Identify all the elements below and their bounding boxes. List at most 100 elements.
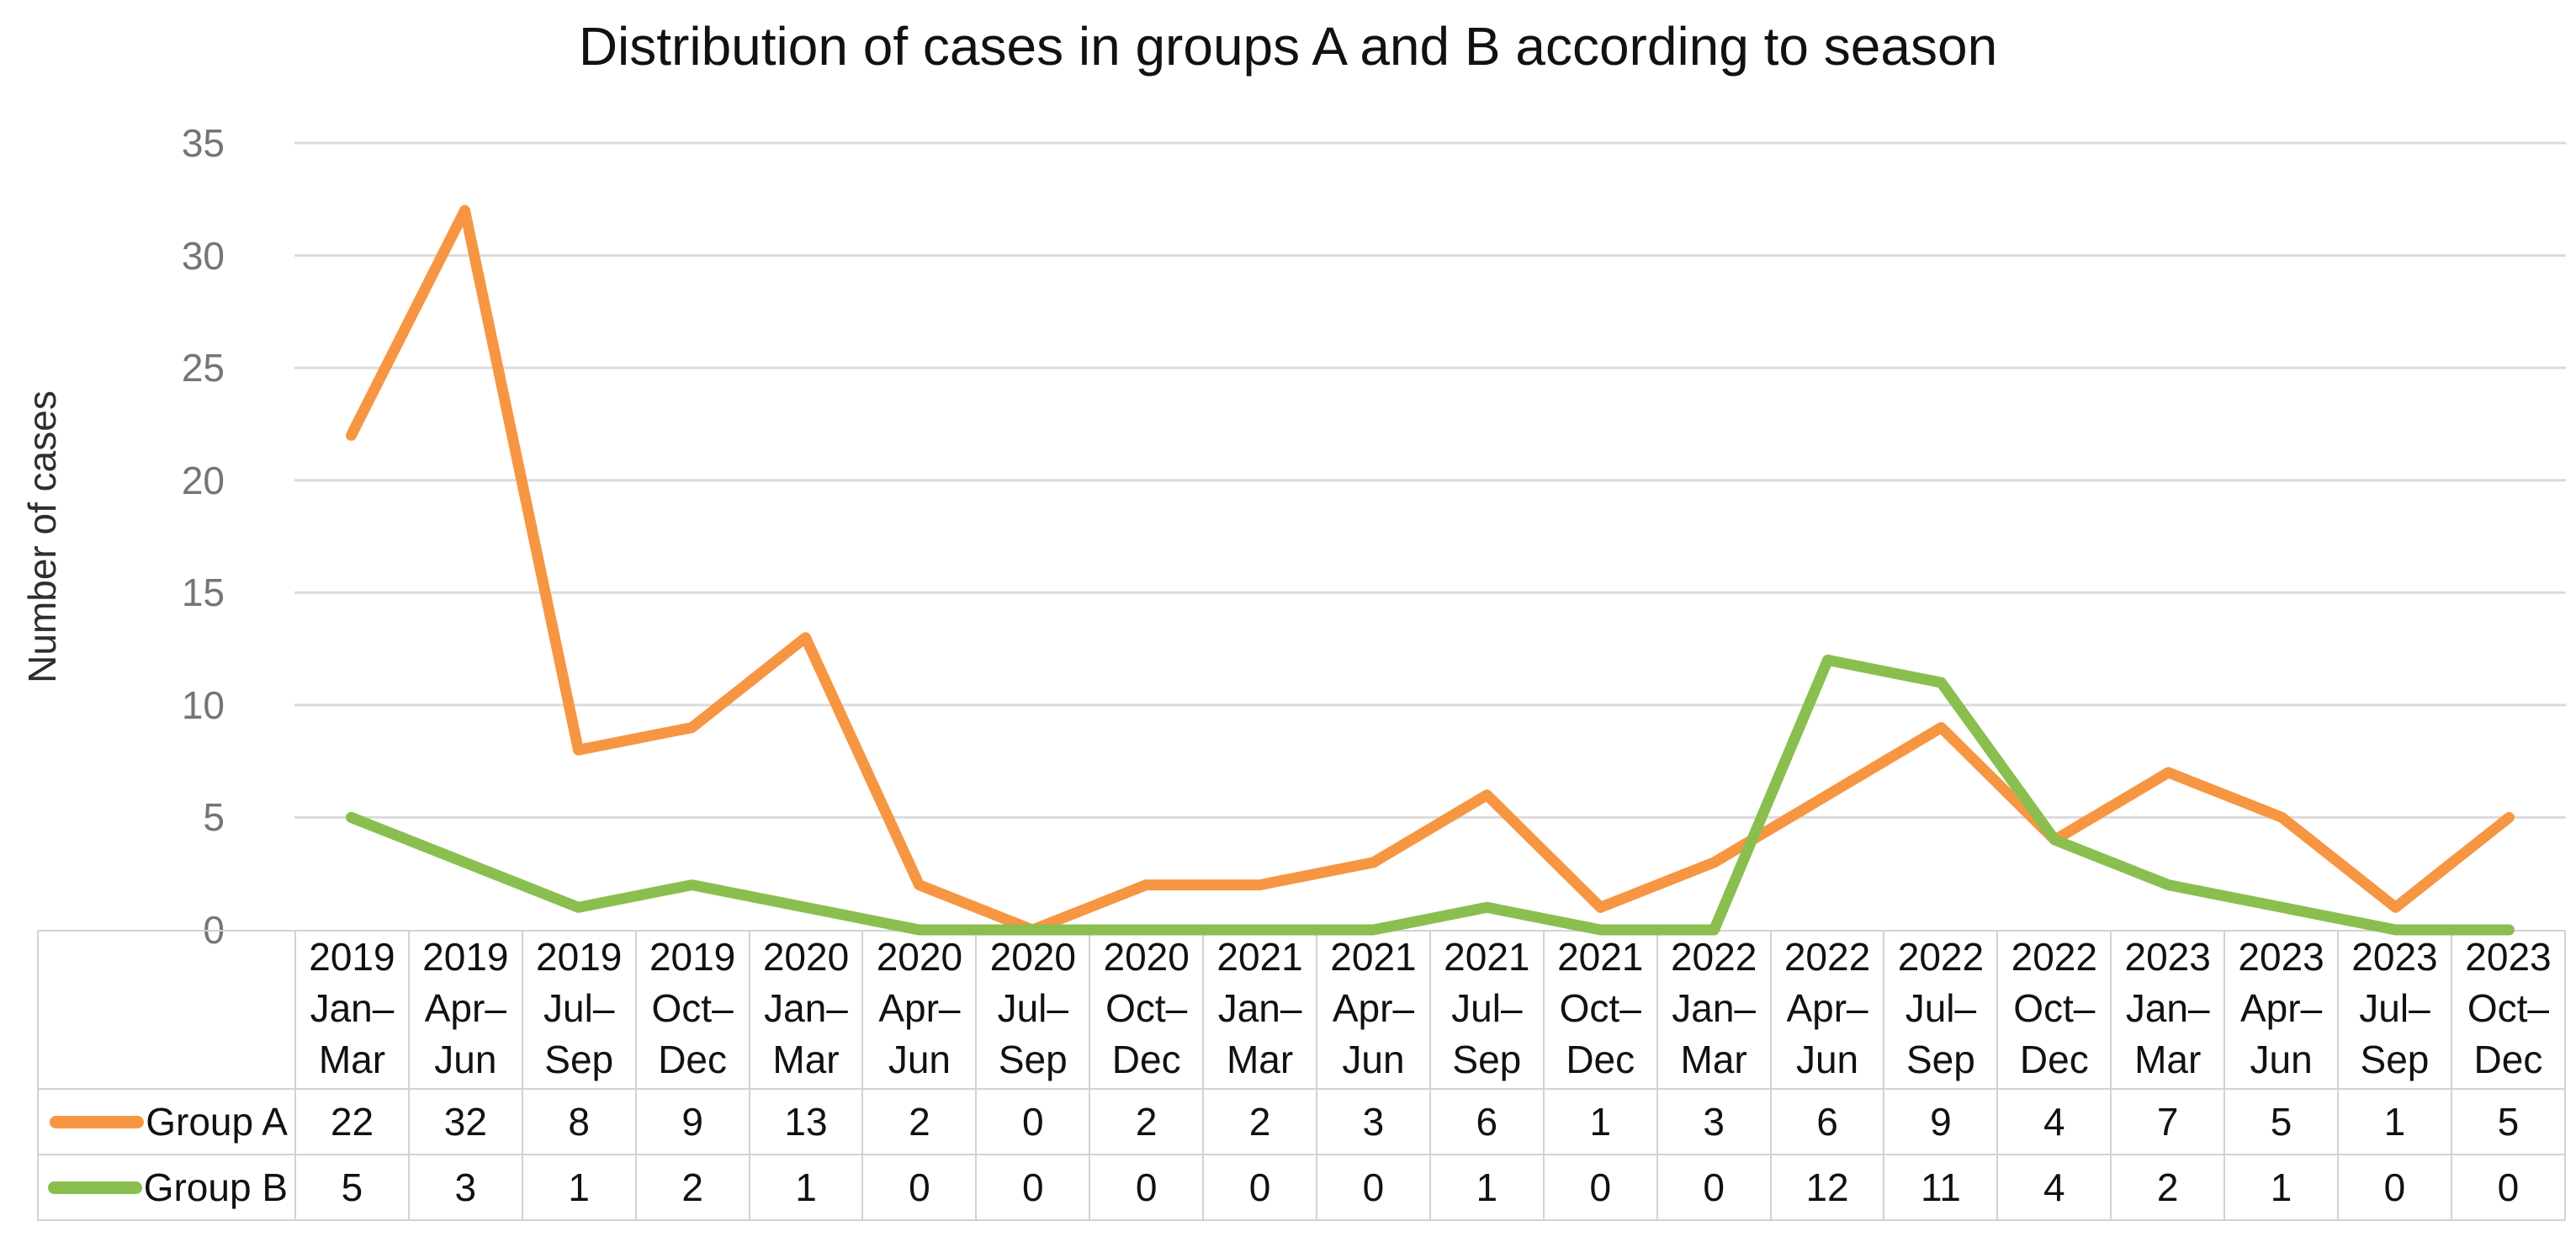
category-header-cell: 2019 Jul– Sep [521, 930, 637, 1090]
category-header-line: Jun [434, 1038, 497, 1081]
value-cell: 32 [407, 1088, 523, 1155]
category-header-cell: 2021 Apr– Jun [1316, 930, 1431, 1090]
category-header-line: Jan– [764, 986, 848, 1030]
category-header-line: 2022 [1670, 935, 1757, 979]
value-cell: 0 [2450, 1154, 2567, 1221]
value-cell: 1 [2224, 1154, 2340, 1221]
category-header-line: Mar [318, 1038, 386, 1081]
category-header-line: Jul– [543, 986, 615, 1030]
category-header-line: Apr– [424, 986, 506, 1030]
category-header-line: Dec [1566, 1038, 1635, 1081]
category-header-line: 2020 [1103, 935, 1190, 979]
legend-label: Group B [143, 1165, 288, 1209]
category-header-line: 2020 [762, 935, 850, 979]
category-header-line: Apr– [878, 986, 961, 1030]
category-header-line: Oct– [2467, 986, 2550, 1030]
category-header-cell: 2020 Jul– Sep [975, 930, 1091, 1090]
category-header-line: Sep [544, 1038, 614, 1081]
category-header-cell: 2023 Apr– Jun [2224, 930, 2340, 1090]
category-header-line: Mar [1226, 1038, 1294, 1081]
category-header-line: Apr– [1786, 986, 1868, 1030]
category-header-line: 2023 [2465, 935, 2552, 979]
value-cell: 0 [2337, 1154, 2452, 1221]
category-header-cell: 2021 Oct– Dec [1542, 930, 1658, 1090]
category-header-line: 2022 [1784, 935, 1871, 979]
y-tick-label: 25 [181, 346, 225, 390]
category-header-line: Dec [658, 1038, 728, 1081]
value-cell: 1 [1542, 1088, 1658, 1155]
category-header-cell: 2022 Jul– Sep [1883, 930, 1999, 1090]
value-cell: 2 [634, 1154, 750, 1221]
category-header-line: 2023 [2238, 935, 2324, 979]
value-cell: 0 [861, 1154, 978, 1221]
category-header-line: 2020 [876, 935, 963, 979]
category-header-line: 2021 [1330, 935, 1417, 979]
value-cell: 3 [407, 1154, 523, 1221]
category-header-line: Oct– [1105, 986, 1188, 1030]
category-header-line: Jul– [1451, 986, 1523, 1030]
category-header-cell: 2022 Jan– Mar [1656, 930, 1772, 1090]
y-axis-tick-labels: 0 5 10 15 20 25 30 35 [0, 121, 258, 952]
category-header-line: Jun [888, 1038, 951, 1081]
category-header-line: 2022 [2011, 935, 2097, 979]
series-line-group-a [346, 204, 2515, 936]
value-cell: 9 [1883, 1088, 1999, 1155]
category-header-line: Dec [2019, 1038, 2089, 1081]
y-tick-label: 35 [181, 121, 225, 165]
category-header-line: Oct– [2013, 986, 2096, 1030]
value-cell: 1 [748, 1154, 864, 1221]
category-header-line: Jul– [2359, 986, 2430, 1030]
value-cell: 5 [294, 1154, 410, 1221]
category-header-cell: 2020 Oct– Dec [1089, 930, 1205, 1090]
table-header-row: 2019 Jan– Mar 2019 Apr– Jun 2019 Jul– Sep 2019 Oct… [37, 930, 2567, 1090]
category-header-line: Jan– [310, 986, 395, 1030]
category-header-line: Sep [998, 1038, 1068, 1081]
category-header-line: Oct– [651, 986, 734, 1030]
value-cell: 0 [1202, 1154, 1318, 1221]
category-header-line: Dec [2473, 1038, 2543, 1081]
value-cell: 6 [1769, 1088, 1885, 1155]
value-cell: 2 [861, 1088, 978, 1155]
table-corner-blank [37, 930, 296, 1090]
value-cell: 3 [1656, 1088, 1772, 1155]
category-header-cell: 2023 Jul– Sep [2337, 930, 2452, 1090]
category-header-cell: 2020 Jan– Mar [748, 930, 864, 1090]
category-header-line: 2019 [649, 935, 736, 979]
legend-line-swatch-group-b [47, 1181, 142, 1194]
legend-line-swatch-group-a [50, 1115, 145, 1128]
category-header-cell: 2023 Jan– Mar [2110, 930, 2226, 1090]
category-header-line: 2019 [309, 935, 395, 979]
table-row-group-b: Group B 5 3 1 2 1 0 0 0 0 0 1 0 0 12 11 4 2 1 0 0 [37, 1154, 2567, 1221]
value-cell: 13 [748, 1088, 864, 1155]
value-cell: 0 [1316, 1154, 1431, 1221]
value-cell: 4 [1996, 1154, 2112, 1221]
value-cell: 1 [1428, 1154, 1545, 1221]
table-header-row: 2019 Jan– Mar 2019 Apr– Jun 2019 Jul– Sep 2019 Oct… [37, 930, 2567, 1090]
value-cell: 5 [2224, 1088, 2340, 1155]
value-cell: 1 [521, 1154, 637, 1221]
category-header-cell: 2022 Oct– Dec [1996, 930, 2112, 1090]
value-cell: 4 [1996, 1088, 2112, 1155]
value-cell: 2 [2110, 1154, 2226, 1221]
value-cell: 0 [1542, 1154, 1658, 1221]
value-cell: 7 [2110, 1088, 2226, 1155]
category-header-line: Oct– [1559, 986, 1641, 1030]
category-header-line: Jun [1795, 1038, 1859, 1081]
category-header-line: 2019 [422, 935, 509, 979]
category-header-line: 2021 [1557, 935, 1644, 979]
value-cell: 6 [1428, 1088, 1545, 1155]
category-header-cell: 2023 Oct– Dec [2450, 930, 2567, 1090]
category-header-line: 2023 [2351, 935, 2438, 979]
category-header-line: Jan– [1672, 986, 1756, 1030]
category-header-line: Mar [2134, 1038, 2202, 1081]
category-header-line: Mar [772, 1038, 840, 1081]
category-header-cell: 2019 Oct– Dec [634, 930, 750, 1090]
y-tick-label: 10 [181, 682, 225, 727]
y-tick-label: 20 [181, 458, 225, 502]
category-header-cell: 2019 Jan– Mar [294, 930, 410, 1090]
value-cell: 1 [2337, 1088, 2452, 1155]
category-header-line: Jun [1342, 1038, 1405, 1081]
category-header-line: Jan– [2125, 986, 2210, 1030]
category-header-line: Sep [2360, 1038, 2430, 1081]
